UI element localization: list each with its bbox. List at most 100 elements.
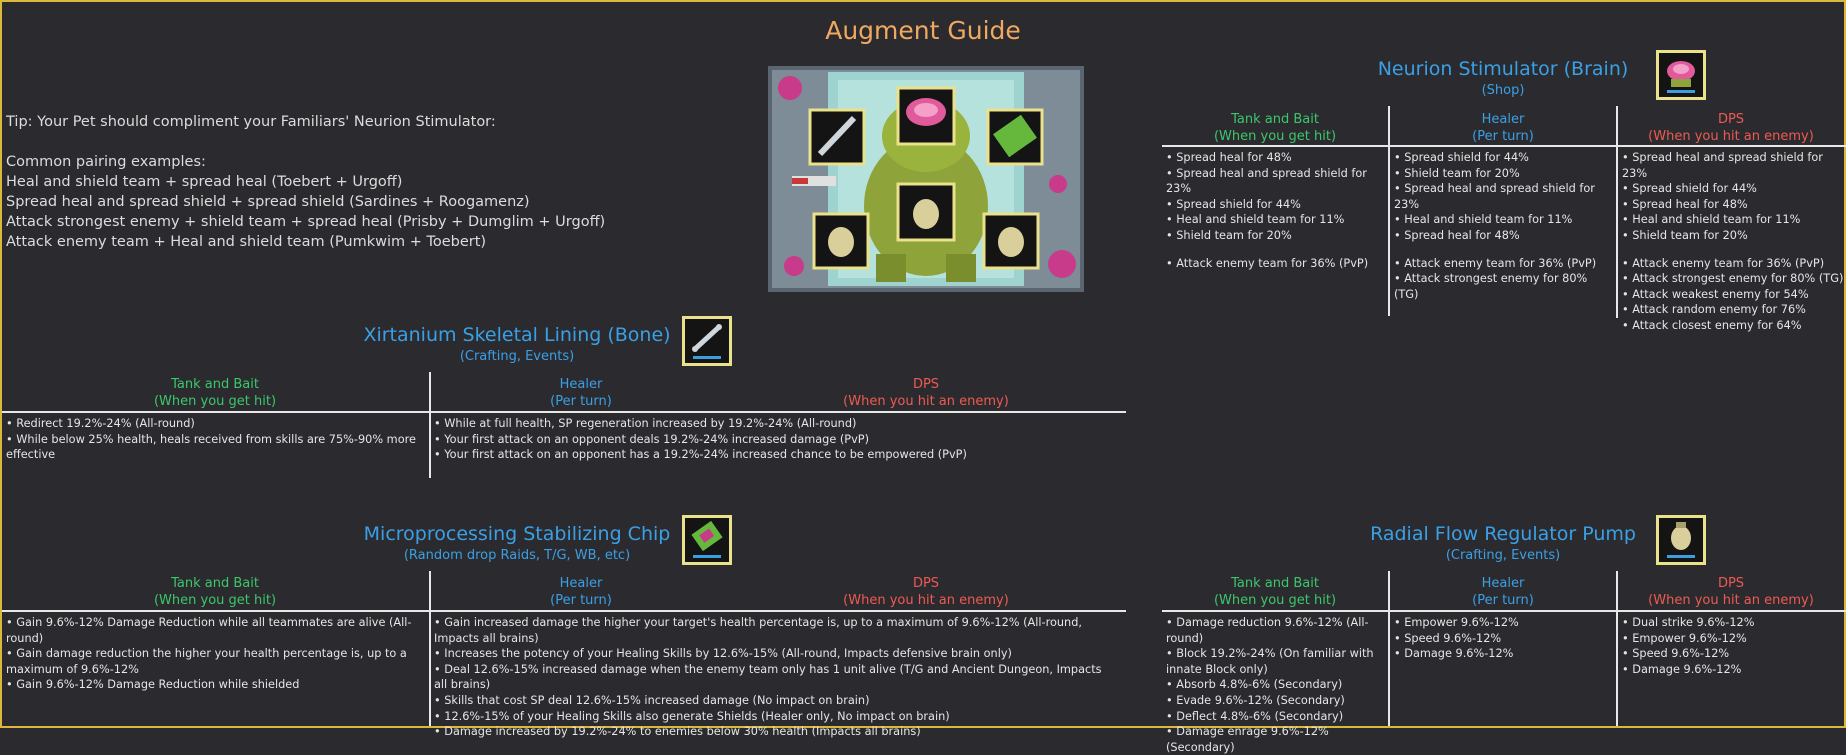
divider (429, 571, 431, 726)
example-item: Attack strongest enemy + shield team + s… (6, 214, 606, 230)
brain-icon (1656, 50, 1706, 100)
list-item: • Damage enrage 9.6%-12% (Secondary) (1166, 725, 1329, 754)
list-item: • Damage 9.6%-12% (1394, 647, 1514, 661)
chip-dps-header: DPS (When you hit an enemy) (810, 575, 1042, 609)
bone-icon (682, 316, 732, 366)
list-item: • Increases the potency of your Healing … (434, 647, 1012, 661)
bone-dps-header: DPS (When you hit an enemy) (810, 376, 1042, 410)
divider (2, 610, 1126, 612)
chip-title: Microprocessing Stabilizing Chip (363, 523, 671, 545)
divider (1616, 571, 1618, 726)
header-dps: DPS (1717, 576, 1745, 591)
list-item: • Evade 9.6%-12% (Secondary) (1166, 693, 1345, 707)
bone-tank-header: Tank and Bait (When you get hit) (100, 376, 330, 410)
list-item: • Speed 9.6%-12% (1394, 631, 1502, 645)
pet-augment-illustration (768, 66, 1084, 292)
list-item: • Gain increased damage the higher your … (434, 616, 1082, 645)
list-item: • Spread shield for 44% (1166, 197, 1301, 211)
neurion-tank-header: Tank and Bait (When you get hit) (1162, 111, 1388, 145)
list-item: • Skills that cost SP deal 12.6%-15% inc… (434, 693, 870, 707)
header-tank: Tank and Bait (1231, 112, 1319, 127)
pump-source: (Crafting, Events) (1445, 548, 1561, 563)
header-tank-sub: (When you get hit) (153, 593, 277, 608)
list-item: • Spread heal and spread shield for 23% (1622, 151, 1823, 180)
tip-line: Tip: Your Pet should compliment your Fam… (6, 114, 496, 130)
list-item: • Damage reduction 9.6%-12% (All-round) (1166, 616, 1369, 645)
bone-healer-header: Healer (Per turn) (466, 376, 696, 410)
list-item: • Damage increased by 19.2%-24% to enemi… (434, 725, 921, 739)
tip-block: Tip: Your Pet should compliment your Fam… (6, 112, 605, 252)
list-item: • Attack closest enemy for 64% (1622, 318, 1802, 332)
header-tank: Tank and Bait (171, 377, 259, 392)
list-item: • Dual strike 9.6%-12% (1622, 616, 1755, 629)
list-item: • Attack strongest enemy for 80% (TG) (1622, 272, 1844, 286)
list-item: • Gain 9.6%-12% Damage Reduction while s… (6, 678, 300, 692)
list-item: • While below 25% health, heals received… (6, 432, 416, 462)
bone-tank-list: • Redirect 19.2%-24% (All-round) • While… (6, 416, 416, 463)
header-tank-sub: (When you get hit) (153, 394, 277, 409)
pump-healer-header: Healer (Per turn) (1390, 575, 1616, 609)
list-item: • Gain 9.6%-12% Damage Reduction while a… (6, 616, 412, 645)
list-item: • Heal and shield team for 11% (1166, 213, 1345, 227)
bone-source: (Crafting, Events) (459, 349, 575, 364)
list-item: • Heal and shield team for 11% (1622, 213, 1801, 227)
list-item: • Your first attack on an opponent has a… (434, 448, 967, 462)
list-item: • Spread heal for 48% (1622, 197, 1748, 211)
list-item: • Spread heal for 48% (1394, 228, 1520, 242)
bone-healer-dps-list: • While at full health, SP regeneration … (434, 416, 1124, 463)
list-item: • Gain damage reduction the higher your … (6, 647, 407, 676)
list-item: • Empower 9.6%-12% (1394, 616, 1519, 629)
list-item: • Deal 12.6%-15% increased damage when t… (434, 662, 1102, 692)
pump-icon (1656, 515, 1706, 565)
header-dps: DPS (912, 377, 940, 392)
list-item: • 12.6%-15% of your Healing Skills also … (434, 709, 950, 723)
example-item: Spread heal and spread shield + spread s… (6, 194, 530, 210)
header-tank: Tank and Bait (171, 576, 259, 591)
list-item: • Damage 9.6%-12% (1622, 662, 1742, 676)
list-item: • Spread heal for 48% (1166, 151, 1292, 164)
chip-tank-header: Tank and Bait (When you get hit) (100, 575, 330, 609)
list-item: • Block 19.2%-24% (On familiar with inna… (1166, 647, 1374, 676)
list-item: • Spread heal and spread shield for 23% (1166, 166, 1367, 196)
header-healer: Healer (1481, 576, 1525, 591)
list-item: • Heal and shield team for 11% (1394, 213, 1573, 227)
header-healer-sub: (Per turn) (550, 593, 612, 608)
header-healer-sub: (Per turn) (1472, 129, 1534, 144)
header-dps: DPS (1717, 112, 1745, 127)
divider (1162, 610, 1846, 612)
header-dps-sub: (When you hit an enemy) (843, 593, 1009, 608)
divider (1388, 571, 1390, 726)
divider (1616, 106, 1618, 318)
pump-tank-header: Tank and Bait (When you get hit) (1162, 575, 1388, 609)
list-item: • Your first attack on an opponent deals… (434, 432, 870, 446)
example-item: Attack enemy team + Heal and shield team… (6, 234, 487, 250)
page-title: Augment Guide (825, 16, 1021, 45)
header-healer-sub: (Per turn) (1472, 593, 1534, 608)
list-spacer (1622, 244, 1844, 256)
chip-tank-list: • Gain 9.6%-12% Damage Reduction while a… (6, 615, 416, 693)
divider (2, 411, 1126, 413)
list-item: • Spread heal and spread shield for 23% (1394, 182, 1595, 211)
list-item: • Attack enemy team for 36% (PvP) (1394, 256, 1597, 270)
neurion-dps-list: • Spread heal and spread shield for 23% … (1622, 150, 1844, 334)
list-item: • Attack weakest enemy for 54% (1622, 287, 1809, 301)
pump-title: Radial Flow Regulator Pump (1370, 523, 1636, 545)
header-tank-sub: (When you get hit) (1213, 129, 1337, 144)
list-item: • Spread shield for 44% (1394, 151, 1529, 164)
list-item: • Absorb 4.8%-6% (Secondary) (1166, 678, 1343, 692)
header-tank: Tank and Bait (1231, 576, 1319, 591)
header-healer: Healer (559, 377, 603, 392)
list-item: • While at full health, SP regeneration … (434, 417, 857, 430)
chip-source: (Random drop Raids, T/G, WB, etc) (403, 548, 631, 563)
divider (429, 372, 431, 478)
list-item: • Attack strongest enemy for 80% (TG) (1394, 272, 1588, 301)
neurion-healer-list: • Spread shield for 44% • Shield team fo… (1394, 150, 1614, 302)
header-dps: DPS (912, 576, 940, 591)
list-item: • Spread shield for 44% (1622, 182, 1757, 196)
neurion-title: Neurion Stimulator (Brain) (1377, 58, 1629, 80)
pump-dps-list: • Dual strike 9.6%-12% • Empower 9.6%-12… (1622, 615, 1842, 677)
chip-healer-header: Healer (Per turn) (466, 575, 696, 609)
list-item: • Shield team for 20% (1622, 228, 1748, 242)
neurion-healer-header: Healer (Per turn) (1390, 111, 1616, 145)
list-item: • Shield team for 20% (1394, 166, 1520, 180)
